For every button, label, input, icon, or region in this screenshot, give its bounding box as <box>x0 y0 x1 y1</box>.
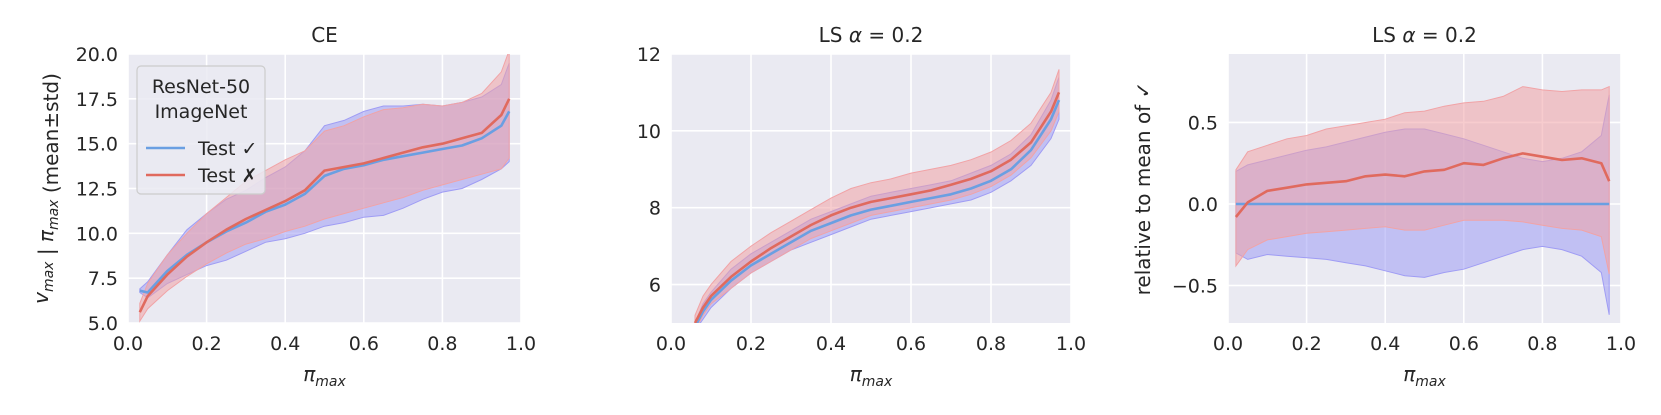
panel-title: LS α = 0.2 <box>1372 23 1477 47</box>
x-tick-label: 0.2 <box>1291 333 1321 355</box>
x-tick-label: 0.0 <box>656 333 686 355</box>
x-tick-label: 0.8 <box>1527 333 1557 355</box>
x-tick-label: 1.0 <box>1056 333 1086 355</box>
y-tick-label: 0.0 <box>1188 194 1218 216</box>
x-tick-label: 0.8 <box>427 333 457 355</box>
x-tick-label: 0.4 <box>816 333 846 355</box>
band-wrong <box>1235 85 1610 275</box>
legend-title-line1: ResNet-50 <box>152 76 250 98</box>
x-axis-label: πmax <box>850 362 893 390</box>
y-tick-label: 8 <box>649 198 661 220</box>
y-tick-label: 10 <box>637 121 661 143</box>
panel-1: 0.0 0.2 0.4 0.6 0.8 1.0 5.0 7.5 10.0 12.5 15.0 17.5… <box>29 23 536 390</box>
y-tick-label: 10.0 <box>76 223 118 245</box>
legend-label-correct: Test ✓ <box>197 138 257 160</box>
y-tick-label: 12 <box>637 44 661 66</box>
y-tick-label: 0.5 <box>1188 112 1218 134</box>
x-tick-label: 0.8 <box>976 333 1006 355</box>
x-tick-label: 0.0 <box>113 333 143 355</box>
x-axis-label: πmax <box>303 362 346 390</box>
x-tick-label: 0.4 <box>1370 333 1400 355</box>
x-tick-label: 0.6 <box>896 333 926 355</box>
x-axis-label: πmax <box>1403 362 1446 390</box>
y-axis-label: relative to mean of ✓ <box>1131 82 1155 296</box>
line-correct <box>695 99 1061 323</box>
y-tick-label: 15.0 <box>76 134 118 156</box>
x-tick-label: 0.2 <box>191 333 221 355</box>
line-wrong <box>1234 152 1611 218</box>
y-tick-label: 20.0 <box>76 44 118 66</box>
x-tick-label: 0.6 <box>1449 333 1479 355</box>
panel-2: 0.0 0.2 0.4 0.6 0.8 1.0 6 8 10 12 LS α = 0.2 πmax <box>637 23 1086 390</box>
legend-label-wrong: Test ✗ <box>197 165 257 187</box>
y-tick-label: 12.5 <box>76 179 118 201</box>
x-tick-label: 0.4 <box>270 333 300 355</box>
y-tick-label: 5.0 <box>88 313 118 335</box>
x-tick-label: 1.0 <box>1606 333 1636 355</box>
legend: ResNet-50 ImageNet Test ✓ Test ✗ <box>136 65 266 195</box>
line-wrong <box>138 98 511 313</box>
panel-title: CE <box>311 23 338 47</box>
band-wrong <box>694 69 1060 323</box>
y-tick-label: 7.5 <box>88 268 118 290</box>
x-tick-label: 0.6 <box>349 333 379 355</box>
y-tick-label: −0.5 <box>1172 276 1218 298</box>
line-wrong <box>693 91 1061 323</box>
panel-title: LS α = 0.2 <box>819 23 924 47</box>
legend-title-line2: ImageNet <box>155 101 248 123</box>
y-tick-label: 6 <box>649 275 661 297</box>
x-tick-label: 0.0 <box>1213 333 1243 355</box>
y-axis-label: vmax | πmax (mean±std) <box>29 73 63 304</box>
y-tick-label: 17.5 <box>76 89 118 111</box>
legend-box <box>136 65 266 195</box>
x-tick-label: 0.2 <box>736 333 766 355</box>
panel-3: 0.0 0.2 0.4 0.6 0.8 1.0 −0.5 0.0 0.5 LS α = 0.2 πm… <box>1131 23 1636 390</box>
x-tick-label: 1.0 <box>506 333 536 355</box>
